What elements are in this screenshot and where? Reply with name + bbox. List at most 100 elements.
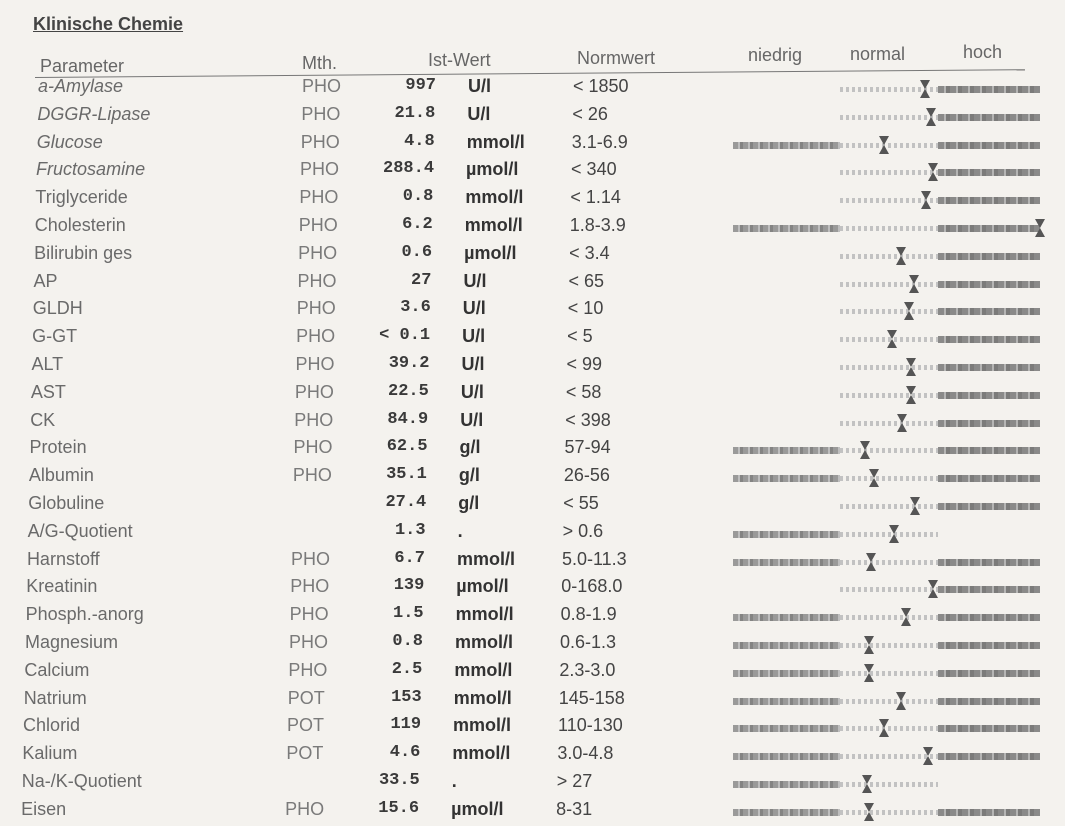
table-row: Protein PHO 62.5 g/l 57-94 <box>0 437 1065 464</box>
table-row: Triglyceride PHO 0.8 mmol/l < 1.14 <box>0 187 1065 214</box>
parameter-name: AP <box>33 270 58 291</box>
value-unit: µmol/l <box>466 159 519 180</box>
low-range-segment <box>733 614 840 622</box>
normal-range-segment <box>840 615 938 621</box>
high-range-segment <box>938 308 1040 316</box>
low-range-segment <box>733 725 840 733</box>
normal-range-segment <box>840 504 938 509</box>
value-marker-icon <box>888 524 899 543</box>
value-unit: U/l <box>462 298 486 319</box>
low-range-segment <box>733 697 840 705</box>
normal-range-segment <box>840 587 938 593</box>
reference-range: < 65 <box>568 270 604 291</box>
normal-range-segment <box>840 670 938 676</box>
reference-range: 3.0-4.8 <box>557 743 614 764</box>
low-range-segment <box>733 642 840 649</box>
measured-value: 4.6 <box>389 743 421 763</box>
reference-range: < 1.14 <box>570 187 621 208</box>
value-unit: µmol/l <box>464 242 517 263</box>
range-indicator-bar <box>0 802 1065 821</box>
measured-value: 1.3 <box>394 520 426 540</box>
range-indicator-bar <box>0 580 1065 599</box>
reference-range: 26-56 <box>563 465 610 486</box>
measured-value: 35.1 <box>386 465 427 485</box>
method-code: PHO <box>294 381 334 402</box>
table-row: Kreatinin PHO 139 µmol/l 0-168.0 <box>0 576 1065 603</box>
range-indicator-bar <box>0 497 1065 515</box>
value-marker-icon <box>1035 219 1045 237</box>
low-range-segment <box>733 781 840 788</box>
value-unit: g/l <box>458 465 480 486</box>
reference-range: 110-130 <box>558 715 623 736</box>
reference-range: 1.8-3.9 <box>569 215 626 235</box>
value-unit: mmol/l <box>454 659 513 680</box>
normal-range-segment <box>840 253 938 259</box>
method-code: PHO <box>297 270 337 291</box>
value-marker-icon <box>879 719 890 738</box>
header-low: niedrig <box>748 45 803 65</box>
value-marker-icon <box>896 413 907 432</box>
high-range-segment <box>938 419 1040 427</box>
high-range-segment <box>938 669 1040 677</box>
measured-value: 4.8 <box>404 131 435 151</box>
reference-range: > 27 <box>556 771 593 791</box>
normal-range-segment <box>840 170 938 176</box>
measured-value: 153 <box>391 687 422 707</box>
value-marker-icon <box>859 441 870 460</box>
range-indicator-bar <box>0 663 1065 682</box>
reference-range: 2.3-3.0 <box>559 659 616 680</box>
table-row: CK PHO 84.9 U/l < 398 <box>0 410 1065 437</box>
reference-range: 0.8-1.9 <box>560 604 617 625</box>
low-range-segment <box>733 225 840 232</box>
method-code: PHO <box>298 215 338 235</box>
value-marker-icon <box>864 663 875 682</box>
normal-range-segment <box>840 476 938 482</box>
low-range-segment <box>733 669 840 677</box>
reference-range: 8-31 <box>556 798 593 819</box>
parameter-name: Natrium <box>23 687 87 708</box>
range-indicator-bar <box>0 135 1065 154</box>
method-code: PHO <box>289 604 329 625</box>
measured-value: 6.7 <box>394 548 425 568</box>
value-marker-icon <box>926 107 937 126</box>
value-unit: U/l <box>467 103 491 124</box>
header-parameter: Parameter <box>40 56 125 76</box>
value-unit: U/l <box>460 381 484 402</box>
high-range-segment <box>938 586 1040 594</box>
range-indicator-bar <box>0 274 1065 293</box>
method-code: POT <box>287 687 325 708</box>
value-unit: U/l <box>460 409 484 430</box>
normal-range-segment <box>840 87 938 92</box>
measured-value: 997 <box>405 76 436 95</box>
reference-range: < 10 <box>567 298 604 319</box>
high-range-segment <box>938 447 1040 455</box>
parameter-name: Kreatinin <box>26 576 98 597</box>
high-range-segment <box>938 475 1040 483</box>
method-code: PHO <box>300 131 340 152</box>
reference-range: < 26 <box>572 103 608 124</box>
header-value: Ist-Wert <box>428 50 491 70</box>
high-range-segment <box>938 614 1040 622</box>
table-row: Eisen PHO 15.6 µmol/l 8-31 <box>0 799 1065 826</box>
table-row: Chlorid POT 119 mmol/l 110-130 <box>0 715 1065 742</box>
header-reference: Normwert <box>577 48 656 68</box>
reference-range: 5.0-11.3 <box>561 548 627 569</box>
normal-range-segment <box>840 337 938 343</box>
value-unit: . <box>451 771 457 791</box>
measured-value: 2.5 <box>391 659 423 679</box>
parameter-name: Magnesium <box>25 632 119 652</box>
range-indicator-bar <box>0 358 1065 376</box>
method-code: PHO <box>293 437 333 458</box>
table-row: DGGR-Lipase PHO 21.8 U/l < 26 <box>0 104 1065 131</box>
normal-range-segment <box>840 142 938 148</box>
high-range-segment <box>938 642 1040 649</box>
range-indicator-bar <box>0 719 1065 738</box>
value-marker-icon <box>905 358 916 376</box>
value-marker-icon <box>905 385 916 404</box>
value-unit: mmol/l <box>453 687 512 708</box>
header-normal: normal <box>850 44 906 64</box>
method-code: PHO <box>296 326 336 347</box>
parameter-name: Calcium <box>24 659 90 680</box>
table-row: ALT PHO 39.2 U/l < 99 <box>0 354 1065 381</box>
range-indicator-bar <box>0 191 1065 210</box>
